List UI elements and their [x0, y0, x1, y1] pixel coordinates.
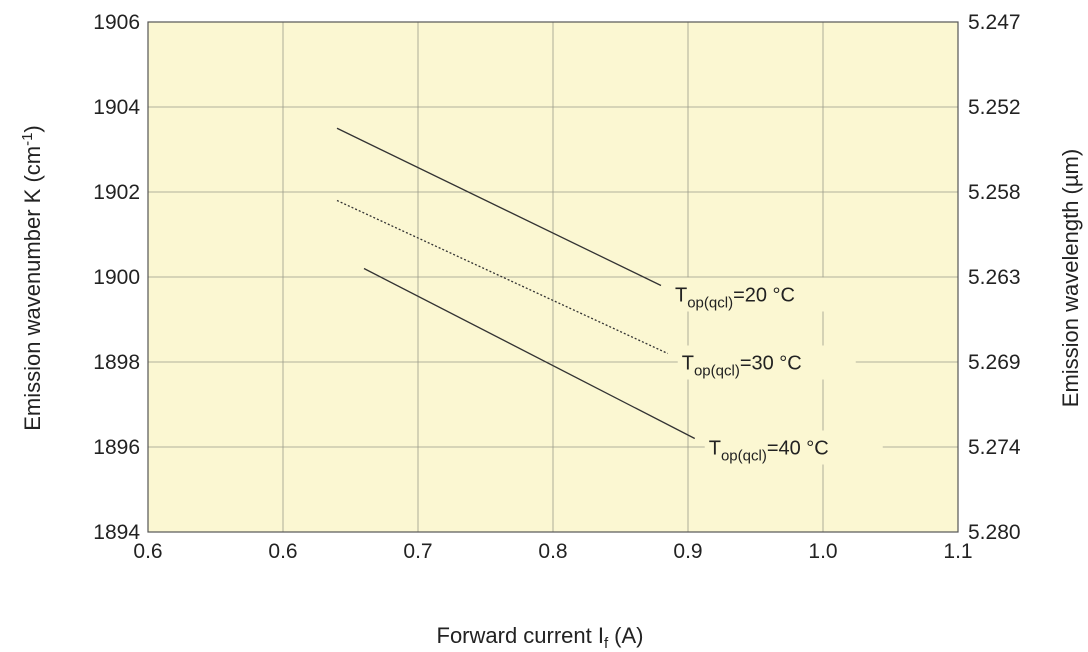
- y2-tick-label: 5.263: [968, 266, 1021, 289]
- x-tick-label: 1.0: [808, 540, 837, 563]
- series-label-3: Top(qcl)=40 °C: [709, 438, 829, 465]
- series-label-backdrop: [671, 277, 849, 312]
- plot-frame: [147, 21, 959, 533]
- x-tick-label: 0.7: [403, 540, 432, 563]
- y2-tick-label: 5.269: [968, 351, 1021, 374]
- y2-tick-label: 5.258: [968, 181, 1021, 204]
- y2-tick-label: 5.247: [968, 11, 1021, 34]
- y2-tick-label: 5.252: [968, 96, 1021, 119]
- x-axis-title: Forward current If (A): [437, 623, 644, 652]
- series-label-backdrop: [677, 345, 856, 380]
- tick-labels: 0.6 0.6 0.7 0.8 0.9 1.0 1.1 1894 1896 1898 1900 190…: [93, 11, 1021, 563]
- series-line-1: [336, 127, 662, 287]
- y2-axis-title: Emission wavelength (µm): [1058, 149, 1083, 407]
- y-tick-label: 1900: [93, 266, 140, 289]
- series-label-2: Top(qcl)=30 °C: [682, 353, 802, 380]
- series-line-3: [363, 267, 696, 440]
- x-tick-label: 0.8: [538, 540, 567, 563]
- x-tick-label: 0.6: [268, 540, 297, 563]
- y2-tick-label: 5.274: [968, 436, 1021, 459]
- y-tick-label: 1906: [93, 11, 140, 34]
- y-axis-title: Emission wavenumber K (cm-1): [19, 125, 45, 431]
- series-layer: [336, 127, 696, 440]
- series-line-2: [336, 199, 669, 355]
- x-tick-label: 1.1: [943, 540, 972, 563]
- y-tick-label: 1894: [93, 521, 140, 544]
- series-label-backdrop: [704, 430, 883, 465]
- series-label-1: Top(qcl)=20 °C: [675, 285, 795, 312]
- y2-tick-label: 5.280: [968, 521, 1021, 544]
- y-tick-label: 1904: [93, 96, 140, 119]
- x-tick-label: 0.6: [133, 540, 162, 563]
- series-labels: Top(qcl)=20 °C Top(qcl)=30 °C Top(qcl)=40 …: [671, 277, 883, 465]
- x-tick-label: 0.9: [673, 540, 702, 563]
- y-tick-label: 1898: [93, 351, 140, 374]
- y-tick-label: 1896: [93, 436, 140, 459]
- y-tick-label: 1902: [93, 181, 140, 204]
